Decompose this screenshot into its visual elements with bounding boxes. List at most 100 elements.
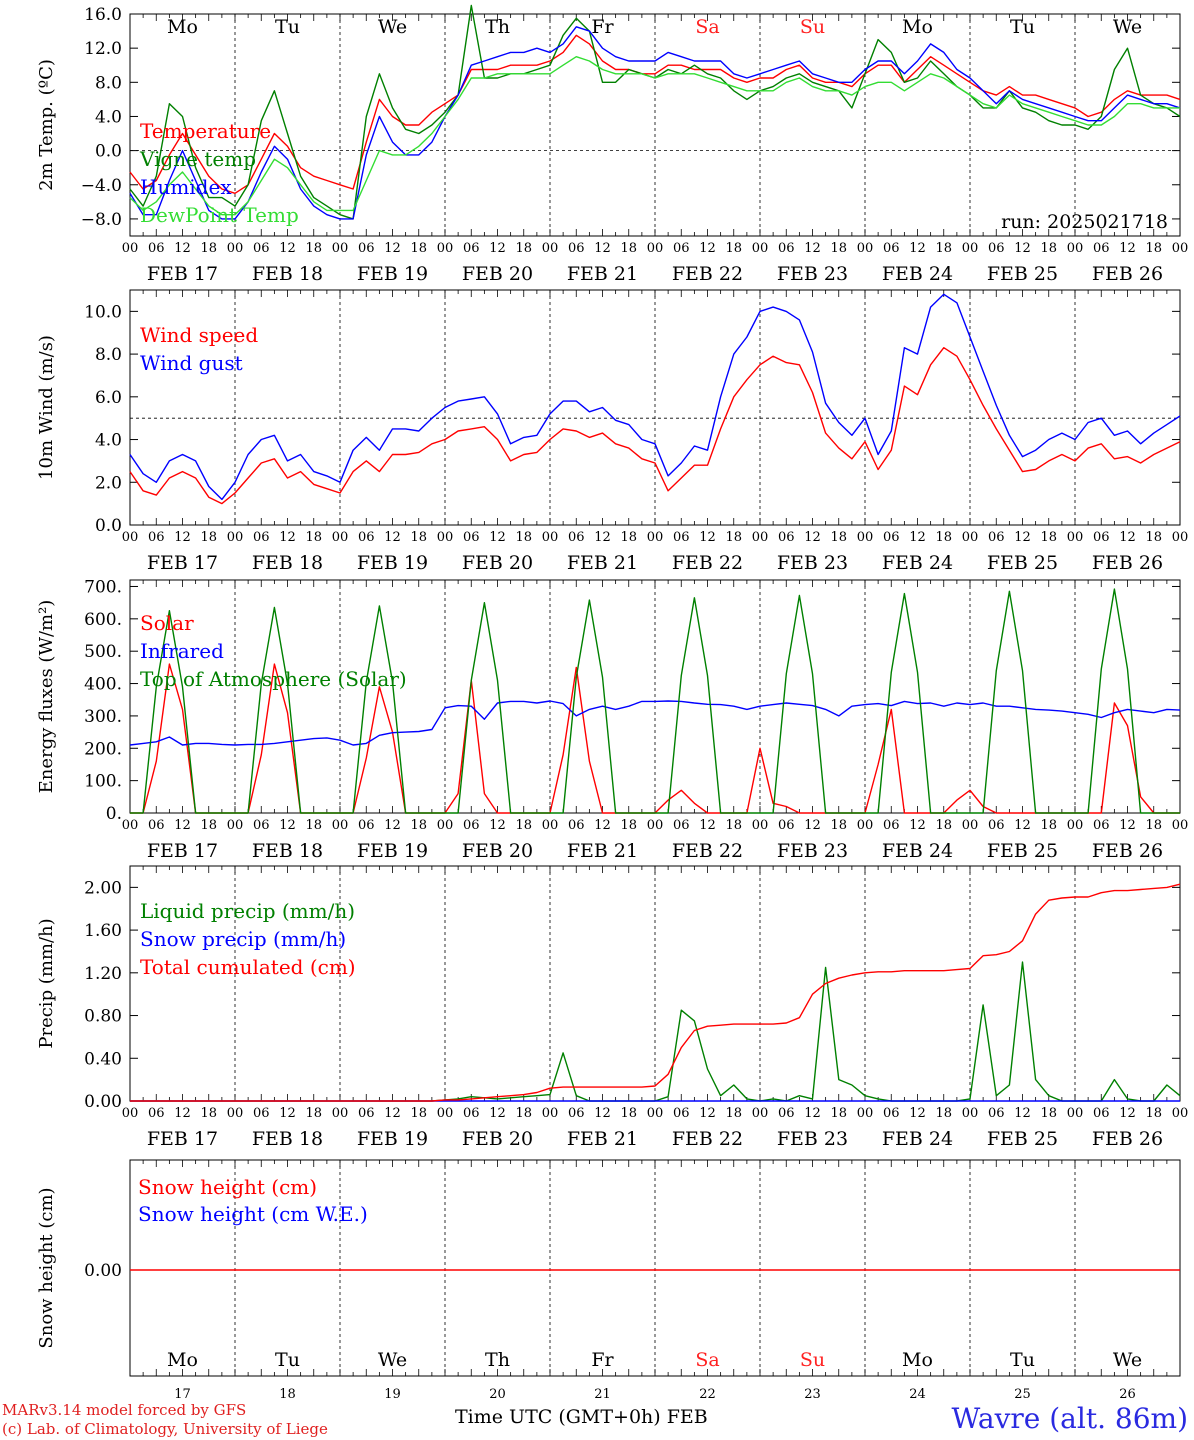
day-label: FEB 25 xyxy=(987,840,1058,862)
y-axis-label: Energy fluxes (W/m²) xyxy=(36,600,57,794)
day-label: FEB 22 xyxy=(672,1128,743,1150)
hour-tick-label: 06 xyxy=(883,1106,900,1121)
day-label: FEB 19 xyxy=(357,552,428,574)
hour-tick-label: 00 xyxy=(857,818,874,833)
hour-tick-label: 06 xyxy=(988,818,1005,833)
hour-tick-label: 12 xyxy=(909,818,926,833)
series-total-cumulated-cm xyxy=(130,883,1181,1102)
hour-tick-label: 18 xyxy=(515,818,532,833)
day-label: FEB 23 xyxy=(777,1128,848,1150)
weekday-label: Su xyxy=(800,1349,825,1371)
hour-tick-label: 06 xyxy=(463,818,480,833)
run-label: run: 2025021718 xyxy=(1001,211,1168,233)
hour-tick-label: 06 xyxy=(673,1106,690,1121)
hour-tick-label: 06 xyxy=(253,530,270,545)
hour-tick-label: 06 xyxy=(883,241,900,256)
day-label: FEB 18 xyxy=(252,1128,323,1150)
y-tick-label: 600. xyxy=(84,610,122,630)
y-tick-label: 0.40 xyxy=(84,1049,122,1069)
day-label: FEB 17 xyxy=(147,552,218,574)
panel-energy: 700. 600. 500. 400. 300. 200. 100. 0. Energy flu… xyxy=(36,577,1188,862)
day-label: FEB 26 xyxy=(1092,840,1163,862)
hour-tick-label: 18 xyxy=(725,1106,742,1121)
weekday-label: We xyxy=(1113,16,1142,38)
hour-tick-label: 06 xyxy=(568,241,585,256)
hour-tick-label: 12 xyxy=(1119,818,1136,833)
hour-tick-label: 12 xyxy=(279,818,296,833)
hour-tick-label: 12 xyxy=(279,241,296,256)
hour-tick-label: 12 xyxy=(384,241,401,256)
hour-tick-label: 00 xyxy=(227,241,244,256)
hour-tick-label: 12 xyxy=(279,530,296,545)
hour-tick-label: 00 xyxy=(1067,530,1084,545)
day-label: FEB 20 xyxy=(462,1128,533,1150)
day-label: FEB 18 xyxy=(252,840,323,862)
hour-tick-label: 00 xyxy=(542,241,559,256)
day-label: FEB 25 xyxy=(987,1128,1058,1150)
y-tick-label: 10.0 xyxy=(84,302,122,322)
hour-tick-label: 12 xyxy=(699,818,716,833)
day-label: FEB 18 xyxy=(252,552,323,574)
hour-tick-label: 06 xyxy=(463,241,480,256)
hour-tick-label: 12 xyxy=(489,818,506,833)
hour-tick-label: 06 xyxy=(463,530,480,545)
day-label: FEB 22 xyxy=(672,263,743,285)
hour-tick-label: 18 xyxy=(410,241,427,256)
day-label: FEB 22 xyxy=(672,840,743,862)
hour-tick-label: 00 xyxy=(752,241,769,256)
hour-tick-label: 12 xyxy=(1014,530,1031,545)
hour-tick-label: 18 xyxy=(935,1106,952,1121)
day-label: FEB 24 xyxy=(882,1128,953,1150)
hour-tick-label: 12 xyxy=(384,1106,401,1121)
y-tick-label: 1.60 xyxy=(84,921,122,941)
panel-precip: 2.00 1.60 1.20 0.80 0.40 0.00 Precip (mm/h) Liq… xyxy=(36,865,1188,1150)
day-label: FEB 17 xyxy=(147,840,218,862)
y-tick-label: 4.0 xyxy=(95,107,122,127)
day-label: FEB 24 xyxy=(882,840,953,862)
y-tick-label: 8.0 xyxy=(95,73,122,93)
hour-tick-label: 18 xyxy=(305,530,322,545)
y-tick-label: 0.0 xyxy=(95,516,122,536)
weekday-label: We xyxy=(378,1349,407,1371)
hour-tick-label: 12 xyxy=(174,818,191,833)
day-label: FEB 21 xyxy=(567,263,638,285)
hour-tick-label: 00 xyxy=(227,818,244,833)
hour-tick-label: 18 xyxy=(1145,241,1162,256)
hour-tick-label: 00 xyxy=(962,241,979,256)
weekday-label: We xyxy=(378,16,407,38)
hour-tick-label: 00 xyxy=(332,1106,349,1121)
hour-tick-label: 12 xyxy=(489,241,506,256)
legend-entry: Snow height (cm) xyxy=(138,1175,317,1199)
panel-temp: 16.0 12.0 8.0 4.0 0.0 −4.0 −8.0 2m Temp. (ºC) Mo… xyxy=(36,4,1189,285)
hour-tick-label: 00 xyxy=(752,530,769,545)
hour-tick-label: 06 xyxy=(358,1106,375,1121)
hour-tick-label: 06 xyxy=(358,818,375,833)
hour-tick-label: 18 xyxy=(305,818,322,833)
day-label: FEB 26 xyxy=(1092,1128,1163,1150)
hour-tick-label: 00 xyxy=(227,530,244,545)
hour-tick-label: 12 xyxy=(699,1106,716,1121)
y-tick-label: 0. xyxy=(106,804,122,824)
hour-tick-label: 18 xyxy=(620,241,637,256)
hour-tick-label: 18 xyxy=(515,1106,532,1121)
y-tick-label: 500. xyxy=(84,642,122,662)
weekday-label: Sa xyxy=(695,16,719,38)
y-tick-label: 200. xyxy=(84,739,122,759)
hour-tick-label: 00 xyxy=(227,1106,244,1121)
hour-tick-label: 18 xyxy=(830,530,847,545)
hour-tick-label: 12 xyxy=(909,530,926,545)
y-tick-label: 1.20 xyxy=(84,964,122,984)
weekday-label: Sa xyxy=(695,1349,719,1371)
hour-tick-label: 18 xyxy=(515,241,532,256)
hour-tick-label: 12 xyxy=(1119,1106,1136,1121)
weekday-label: Tu xyxy=(1010,16,1035,38)
day-label: FEB 26 xyxy=(1092,552,1163,574)
hour-tick-label: 06 xyxy=(1093,530,1110,545)
hour-tick-label: 00 xyxy=(1172,241,1189,256)
hour-tick-label: 18 xyxy=(1145,1106,1162,1121)
model-credit: MARv3.14 model forced by GFS xyxy=(2,1401,247,1419)
weekday-label: Tu xyxy=(275,16,300,38)
day-label: FEB 19 xyxy=(357,840,428,862)
y-tick-label: 0.80 xyxy=(84,1007,122,1027)
hour-tick-label: 12 xyxy=(174,241,191,256)
